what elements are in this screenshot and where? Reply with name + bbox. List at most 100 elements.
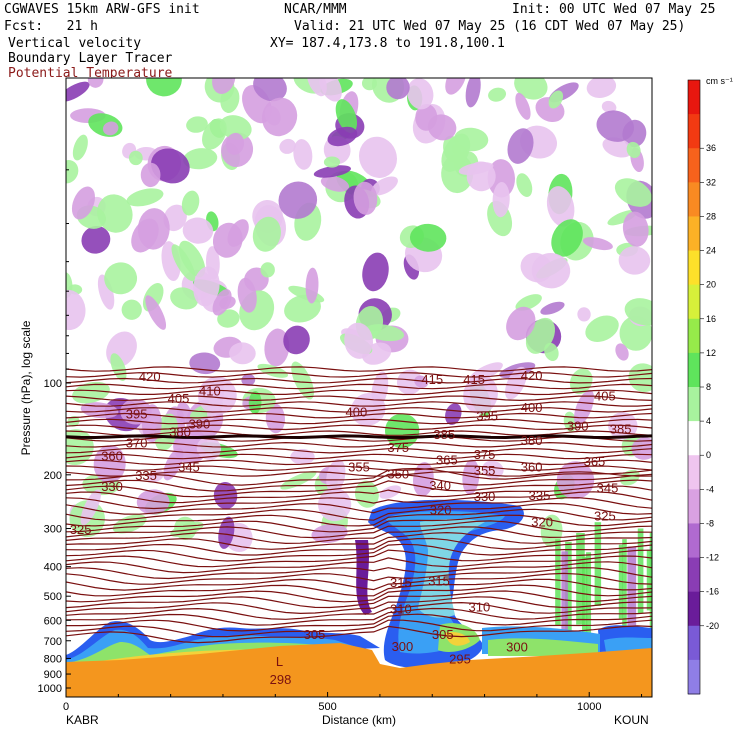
colorbar-swatch [688,455,700,490]
colorbar-swatch [688,557,700,593]
velocity-cell [207,383,224,421]
theta-contour-line [66,366,652,372]
theta-contour-line [66,607,652,626]
theta-contour-label: 360 [101,449,123,464]
velocity-cell [102,121,119,136]
theta-contour-label: 400 [521,400,543,415]
colorbar-level-label: 36 [706,143,716,153]
colorbar-level-label: 24 [706,246,716,256]
theta-contour-line [66,372,652,378]
velocity-cell [596,110,635,142]
theta-contour-line [66,395,652,402]
velocity-cell [261,97,298,137]
y-axis: 100 200 300 400 500 600 700 800 900 1000 [38,169,71,695]
y-tick-label: 400 [44,562,62,574]
velocity-cell [171,244,196,282]
colorbar-units: cm s⁻¹ [706,76,733,86]
velocity-cell [80,489,102,526]
theta-contour-line [66,613,652,632]
theta-contour-line [66,479,652,498]
theta-contour-line [66,619,652,638]
velocity-cell [260,262,275,278]
velocity-cell [407,78,434,110]
header-line1-mid: NCAR/MMM [284,2,347,17]
theta-contour-label: 325 [594,509,616,524]
velocity-cell [320,175,350,192]
theta-contour-line [66,407,652,413]
theta-contour-line [66,526,652,545]
theta-contour-label: 365 [436,452,458,467]
velocity-cell [614,178,652,207]
colorbar-level-label: -12 [706,553,719,563]
colorbar-level-label: 0 [706,450,711,460]
colorbar-swatch [688,114,700,149]
theta-contour-line [66,561,652,580]
theta-contour-label: 355 [474,463,496,478]
velocity-streak [555,539,561,626]
theta-contour-label: 390 [189,417,211,432]
header-line3-right: XY= 187.4,173.8 to 191.8,100.1 [270,36,505,51]
velocity-cell [531,252,571,289]
colorbar-swatch [688,80,700,115]
velocity-cell [516,173,533,198]
velocity-cell [218,516,235,549]
colorbar-swatch [688,591,700,627]
theta-contour-label: 325 [70,522,92,537]
theta-contour-line [66,578,652,597]
theta-contour-line [66,453,652,460]
velocity-cell [601,100,617,114]
theta-contour-label: 380 [521,433,543,448]
velocity-cell [615,343,629,361]
velocity-cell [414,375,429,388]
velocity-cell [540,514,563,548]
velocity-cell [353,181,378,215]
theta-contour-label: 320 [531,514,553,529]
colorbar-swatch [688,625,700,661]
velocity-cell [379,485,402,499]
velocity-cell [335,99,358,133]
velocity-cell [279,138,296,154]
velocity-cell [66,160,79,184]
colorbar-level-label: 4 [706,416,711,426]
colorbar-level-label: 16 [706,314,716,324]
x-tick-label: 0 [63,701,69,713]
theta-contour-label: 345 [597,480,619,495]
theta-contour-line [66,549,652,568]
velocity-cell [358,136,397,178]
theta-contour-line [66,543,652,562]
left-endpoint-label: KABR [66,713,99,727]
theta-contour-line [66,514,652,533]
theta-contour-label: 415 [421,372,443,387]
velocity-streak [646,549,652,611]
header-line3-left: Vertical velocity [8,36,142,51]
velocity-streak [594,522,602,606]
theta-contour-line [66,459,652,466]
velocity-streak [649,532,652,641]
y-tick-label: 600 [44,615,62,627]
velocity-cell [225,132,245,155]
velocity-cell [515,92,531,120]
velocity-cell [217,309,240,328]
velocity-cell [492,182,510,218]
plot-frame [65,77,653,698]
theta-contour-line [66,412,652,419]
velocity-streak [622,539,627,643]
velocity-cell [361,78,377,91]
theta-contour-line [66,537,652,556]
y-axis-label: Pressure (hPa), log scale [19,320,33,455]
colorbar-swatch [688,182,700,217]
header-line2-left: Fcst: 21 h [4,19,98,34]
velocity-cell [586,78,617,98]
colorbar-level-label: -8 [706,518,714,528]
theta-contour-label: 310 [390,601,412,616]
theta-contour-line [66,596,652,615]
velocity-cell [145,295,167,330]
velocity-cell [213,481,238,510]
velocity-cell [465,78,481,108]
theta-contour-label: 395 [126,407,148,422]
velocity-cell [306,78,327,97]
y-tick-label: 200 [44,470,62,482]
velocity-cell [344,322,374,359]
velocity-cell [626,141,641,158]
header-line1-left: CGWAVES 15km ARW-GFS init [4,2,200,17]
